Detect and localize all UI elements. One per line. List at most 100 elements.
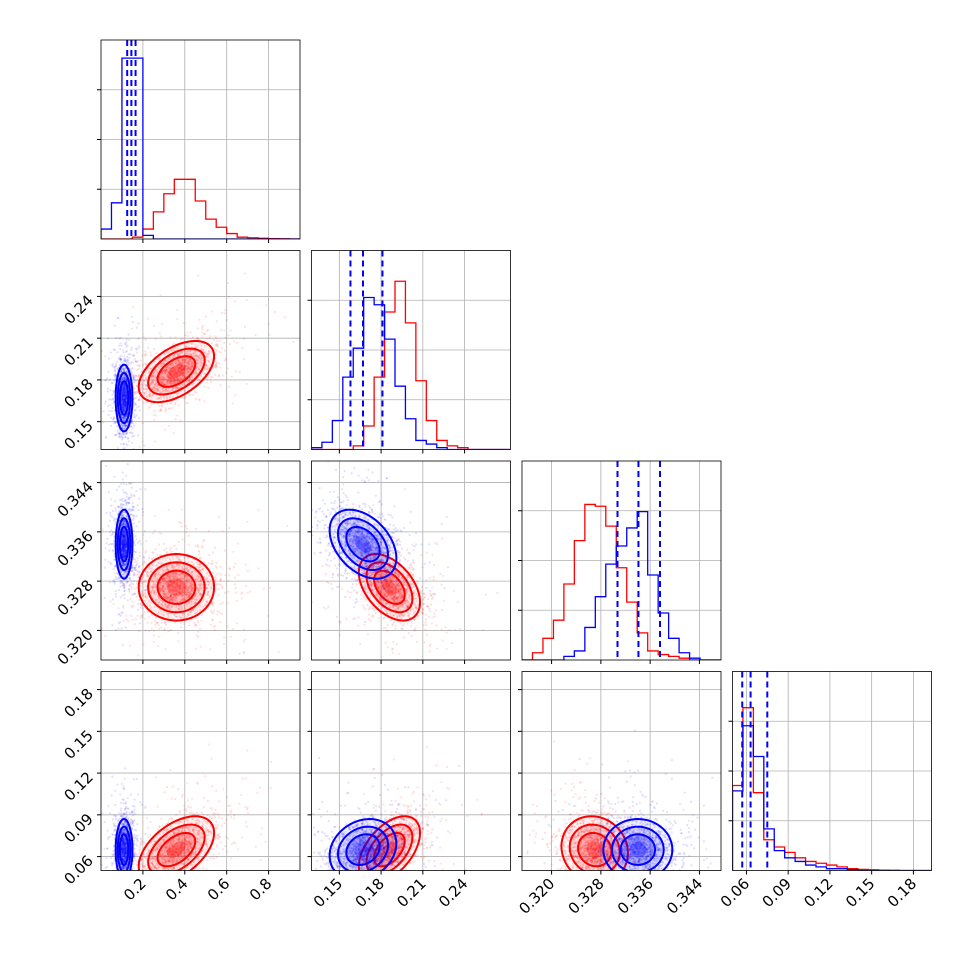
scatter-point — [157, 624, 160, 627]
scatter-point — [189, 358, 192, 361]
scatter-point — [122, 406, 125, 410]
scatter-point — [181, 396, 184, 399]
scatter-point — [142, 643, 145, 646]
scatter-point — [216, 572, 219, 575]
scatter-point — [147, 346, 150, 349]
scatter-point — [122, 619, 125, 622]
panel-content — [101, 40, 300, 239]
scatter-point — [75, 577, 77, 579]
scatter-point — [161, 380, 164, 383]
scatter-point — [158, 376, 161, 379]
scatter-point — [137, 434, 140, 437]
scatter-point — [230, 375, 233, 378]
scatter-point — [132, 522, 136, 525]
scatter-point — [173, 378, 176, 381]
scatter-point — [169, 369, 172, 372]
scatter-point — [176, 379, 179, 382]
scatter-point — [136, 559, 139, 562]
scatter-point — [167, 376, 170, 379]
scatter-point — [112, 415, 116, 418]
scatter-point — [143, 444, 146, 447]
scatter-point — [122, 400, 125, 403]
scatter-point — [122, 416, 125, 420]
scatter-point — [130, 421, 133, 425]
scatter-point — [122, 396, 125, 399]
scatter-point — [196, 544, 200, 547]
scatter-point — [181, 371, 184, 374]
scatter-point — [191, 365, 194, 368]
scatter-point — [204, 315, 207, 318]
scatter-point — [117, 453, 119, 455]
scatter-point — [168, 356, 171, 359]
scatter-point — [224, 308, 227, 311]
scatter-point — [211, 618, 214, 621]
scatter-point — [164, 371, 167, 374]
scatter-point — [152, 386, 155, 389]
scatter-point — [122, 394, 125, 397]
scatter-point — [123, 405, 126, 408]
scatter-point — [178, 362, 181, 365]
scatter-point — [160, 532, 163, 535]
scatter-point — [125, 380, 128, 383]
scatter-point — [123, 415, 126, 418]
scatter-point — [123, 383, 126, 386]
scatter-point — [182, 370, 185, 374]
scatter-point — [235, 622, 238, 625]
scatter-point — [218, 350, 221, 353]
scatter-point — [161, 382, 164, 386]
scatter-point — [134, 374, 137, 377]
scatter-point — [187, 365, 190, 368]
scatter-point — [203, 372, 206, 375]
scatter-point — [109, 424, 113, 427]
scatter-point — [125, 403, 128, 406]
scatter-point — [169, 362, 172, 365]
scatter-point — [176, 317, 179, 320]
scatter-point — [117, 622, 120, 625]
scatter-point — [131, 354, 134, 357]
scatter-point — [167, 424, 170, 427]
scatter-point — [216, 362, 219, 365]
scatter-point — [123, 399, 126, 402]
scatter-point — [124, 394, 127, 397]
scatter-point — [214, 364, 217, 367]
scatter-point — [146, 621, 149, 624]
scatter-point — [147, 371, 150, 374]
scatter-point — [184, 395, 187, 398]
scatter-point — [159, 379, 162, 382]
scatter-point — [245, 299, 248, 302]
scatter-point — [120, 394, 123, 397]
scatter-point — [172, 371, 175, 374]
scatter-point — [215, 337, 218, 340]
scatter-point — [124, 424, 127, 427]
scatter-point — [209, 377, 212, 380]
scatter-point — [124, 360, 127, 363]
scatter-point — [122, 392, 125, 395]
scatter-point — [171, 388, 174, 391]
scatter-point — [195, 354, 198, 357]
scatter-point — [158, 366, 161, 369]
scatter-point — [133, 397, 136, 400]
scatter-point — [214, 373, 217, 377]
scatter-point — [124, 403, 127, 406]
scatter-point — [176, 370, 179, 373]
scatter-point — [176, 378, 179, 381]
scatter-point — [125, 379, 128, 382]
scatter-point — [191, 336, 194, 339]
scatter-point — [194, 354, 197, 357]
scatter-point — [129, 598, 132, 601]
scatter-point — [171, 375, 174, 378]
scatter-point — [146, 394, 149, 397]
scatter-point — [181, 383, 184, 386]
scatter-point — [121, 396, 124, 400]
scatter-point — [122, 376, 125, 379]
scatter-point — [168, 380, 171, 383]
scatter-point — [157, 386, 160, 389]
scatter-point — [144, 507, 146, 509]
scatter-point — [185, 368, 189, 371]
scatter-point — [123, 376, 127, 379]
scatter-point — [174, 362, 177, 366]
scatter-point — [169, 380, 172, 383]
scatter-point — [267, 323, 270, 326]
scatter-point — [123, 384, 126, 387]
scatter-point — [246, 570, 249, 573]
